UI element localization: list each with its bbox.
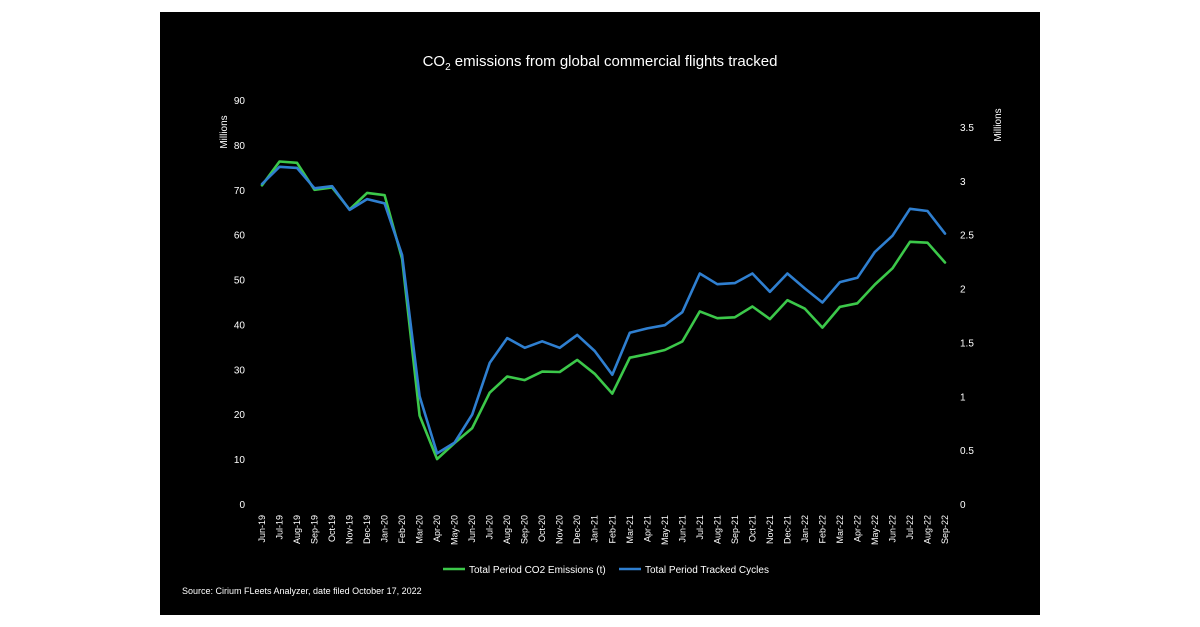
x-tick-label: Jun-21 (677, 515, 687, 543)
series-line-2 (260, 165, 947, 455)
x-tick-label: Feb-20 (397, 515, 407, 544)
y-right-tick-label: 0 (960, 500, 966, 511)
x-tick-label: Jul-22 (905, 515, 915, 540)
x-tick-label: Apr-20 (432, 515, 442, 542)
y-right-tick-label: 2.5 (960, 231, 974, 242)
y-right-tick-label: 3.5 (960, 123, 974, 134)
y-left-tick-label: 60 (234, 231, 246, 242)
x-tick-label: Oct-21 (747, 515, 757, 542)
x-tick-label: Jan-20 (380, 515, 390, 543)
x-tick-label: Nov-21 (765, 515, 775, 544)
x-axis-ticks: Jun-19 Jul-19 Aug-19 Sep-19 Oct-19 Nov-19 Dec-… (257, 515, 950, 545)
x-tick-label: Sep-20 (520, 515, 530, 544)
y-right-axis-label: Millions (993, 108, 1004, 141)
y-right-tick-label: 1.5 (960, 338, 974, 349)
x-tick-label: Apr-22 (852, 515, 862, 542)
x-tick-label: Mar-22 (835, 515, 845, 544)
y-left-tick-label: 0 (239, 500, 245, 511)
x-tick-label: Aug-22 (922, 515, 932, 544)
y-left-tick-label: 80 (234, 141, 246, 152)
x-tick-label: Jul-20 (485, 515, 495, 540)
legend-label-1: Total Period CO2 Emissions (t) (469, 565, 606, 576)
x-tick-label: Jun-19 (257, 515, 267, 543)
y-right-tick-label: 2 (960, 285, 966, 296)
y-left-tick-label: 30 (234, 365, 246, 376)
x-tick-label: Dec-20 (572, 515, 582, 544)
series-line-1 (260, 160, 947, 461)
y-right-ticks: 0 0.5 1 1.5 2 2.5 3 3.5 (960, 123, 974, 511)
x-tick-label: Nov-19 (345, 515, 355, 544)
chart-canvas: CO2 emissions from global commercial fli… (219, 53, 1004, 576)
source-note: Source: Cirium FLeets Analyzer, date fil… (182, 586, 422, 596)
y-left-tick-label: 70 (234, 186, 246, 197)
x-tick-label: Mar-21 (625, 515, 635, 544)
x-tick-label: Oct-20 (537, 515, 547, 542)
x-tick-label: Dec-21 (782, 515, 792, 544)
x-tick-label: Sep-21 (730, 515, 740, 544)
y-left-ticks: 0 10 20 30 40 50 60 70 80 90 (234, 96, 246, 511)
x-tick-label: Jan-21 (590, 515, 600, 543)
x-tick-label: Oct-19 (327, 515, 337, 542)
y-left-tick-label: 90 (234, 96, 246, 107)
legend-label-2: Total Period Tracked Cycles (645, 565, 769, 576)
legend: Total Period CO2 Emissions (t) Total Peri… (443, 565, 769, 576)
chart-title: CO2 emissions from global commercial fli… (423, 53, 778, 73)
x-tick-label: May-21 (660, 515, 670, 545)
x-tick-label: Mar-20 (415, 515, 425, 544)
y-left-axis-label: Millions (219, 115, 230, 148)
x-tick-label: Jul-21 (695, 515, 705, 540)
x-tick-label: Jul-19 (275, 515, 285, 540)
y-left-tick-label: 20 (234, 410, 246, 421)
x-tick-label: Aug-21 (712, 515, 722, 544)
x-tick-label: Nov-20 (555, 515, 565, 544)
x-tick-label: Aug-19 (292, 515, 302, 544)
x-tick-label: Jan-22 (800, 515, 810, 543)
x-tick-label: Feb-21 (607, 515, 617, 544)
y-right-tick-label: 3 (960, 177, 966, 188)
x-tick-label: Apr-21 (642, 515, 652, 542)
y-left-tick-label: 40 (234, 320, 246, 331)
x-tick-label: Sep-19 (310, 515, 320, 544)
series-layer (260, 160, 947, 461)
chart-panel: CO2 emissions from global commercial fli… (160, 12, 1040, 615)
y-right-tick-label: 0.5 (960, 446, 974, 457)
x-tick-label: Feb-22 (817, 515, 827, 544)
x-tick-label: Jun-22 (887, 515, 897, 543)
y-left-tick-label: 50 (234, 276, 246, 287)
x-tick-label: Dec-19 (362, 515, 372, 544)
x-tick-label: Aug-20 (502, 515, 512, 544)
y-right-tick-label: 1 (960, 392, 966, 403)
x-tick-label: May-20 (450, 515, 460, 545)
x-tick-label: Sep-22 (940, 515, 950, 544)
x-tick-label: Jun-20 (467, 515, 477, 543)
y-left-tick-label: 10 (234, 455, 246, 466)
x-tick-label: May-22 (870, 515, 880, 545)
